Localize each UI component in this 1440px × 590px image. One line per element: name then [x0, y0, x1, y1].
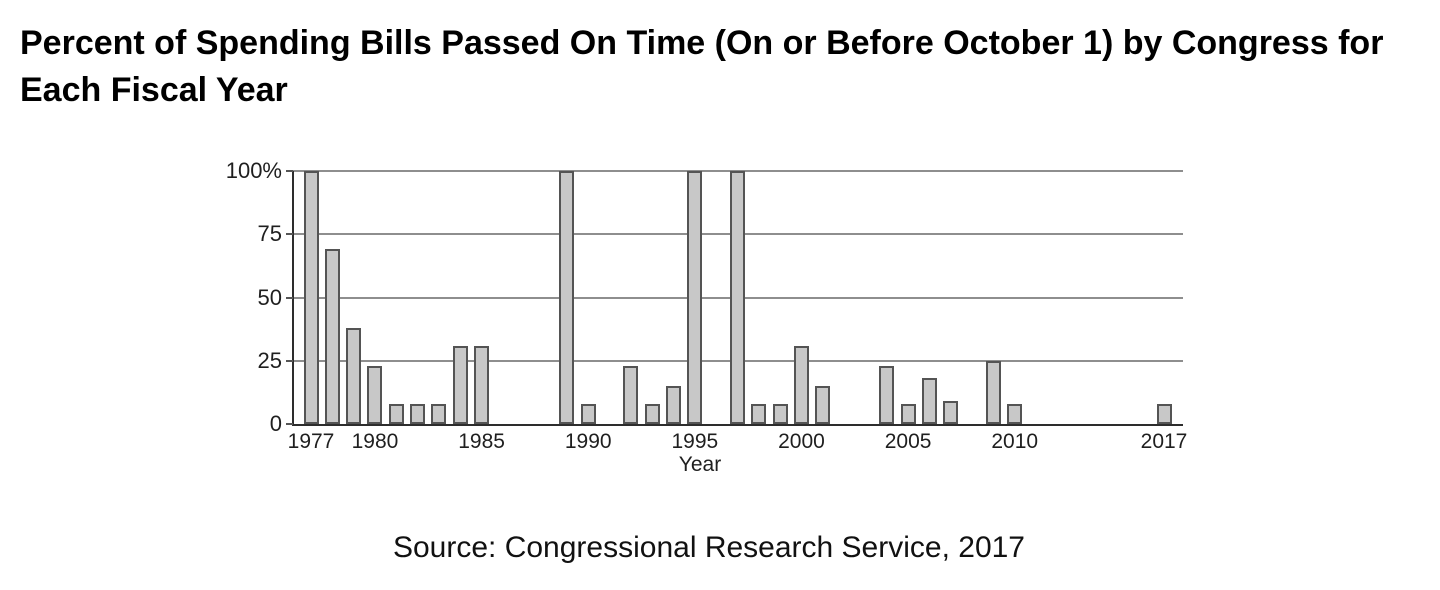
- x-tick-label: 1985: [458, 430, 505, 453]
- x-axis-title: Year: [678, 453, 722, 476]
- bar: [452, 345, 468, 424]
- x-tick-label: 2010: [991, 430, 1039, 453]
- y-tick-label: 0: [269, 411, 282, 436]
- bar: [431, 403, 447, 424]
- bar: [324, 249, 340, 424]
- bar: [751, 403, 767, 424]
- y-tick-mark: [286, 423, 293, 425]
- bar: [410, 403, 426, 424]
- bar: [666, 386, 682, 424]
- y-tick-mark: [286, 170, 293, 172]
- x-tick-label: 2017: [1140, 430, 1188, 453]
- x-tick-label: 1980: [351, 430, 399, 453]
- bar: [815, 386, 831, 424]
- bar: [388, 403, 404, 424]
- bar: [879, 365, 895, 424]
- figure-title: Percent of Spending Bills Passed On Time…: [20, 24, 1384, 109]
- y-tick-mark: [286, 359, 293, 362]
- x-tick-label: 1977: [287, 430, 335, 453]
- bar: [772, 403, 788, 424]
- bar: [793, 345, 809, 424]
- x-tick-label: 1995: [671, 430, 719, 453]
- x-tick-label: 2005: [884, 430, 932, 453]
- bar: [580, 403, 596, 424]
- bar: [474, 345, 490, 424]
- bar: [367, 365, 383, 424]
- source-caption: Source: Congressional Research Service, …: [392, 531, 1025, 564]
- bar: [943, 401, 959, 424]
- y-tick-label: 25: [257, 347, 282, 373]
- bar: [1156, 403, 1172, 424]
- bar: [921, 378, 937, 424]
- x-axis: [292, 424, 1183, 426]
- y-tick-label: 75: [257, 221, 282, 247]
- y-tick-mark: [286, 233, 293, 236]
- x-tick-label: 1990: [564, 430, 612, 453]
- bar: [623, 365, 639, 424]
- y-tick-mark: [286, 296, 293, 299]
- bar: [900, 403, 916, 424]
- bar: [346, 327, 362, 424]
- y-tick-label: 50: [257, 284, 282, 310]
- bar: [730, 171, 745, 424]
- bar: [559, 171, 575, 424]
- bar: [1007, 403, 1023, 424]
- bar: [303, 171, 319, 424]
- bar: [985, 360, 1001, 424]
- x-tick-label: 2000: [778, 430, 825, 453]
- bar: [687, 171, 703, 424]
- bar: [644, 403, 660, 424]
- y-axis: [292, 171, 294, 426]
- y-tick-label: 100%: [225, 158, 282, 183]
